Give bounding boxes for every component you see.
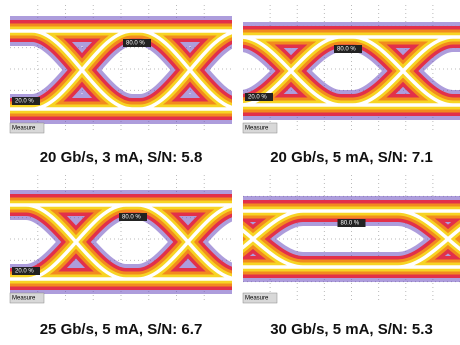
lower-marker: 20.0 %	[15, 269, 34, 275]
measure-label: Measure	[245, 296, 269, 302]
lower-marker: 20.0 %	[248, 95, 267, 101]
eye-panel: 80.0 % Measure	[203, 175, 460, 303]
upper-marker: 80.0 %	[337, 47, 356, 53]
lower-marker: 20.0 %	[15, 99, 34, 105]
caption: 20 Gb/s, 5 mA, S/N: 7.1	[270, 149, 433, 166]
caption: 20 Gb/s, 3 mA, S/N: 5.8	[40, 149, 203, 166]
figure: 80.0 % 20.0 % Measure 20 Gb/s, 3 mA, S/N: 5…	[0, 0, 460, 345]
measure-label: Measure	[245, 126, 269, 132]
measure-label: Measure	[12, 126, 36, 132]
measure-label: Measure	[12, 296, 36, 302]
caption: 30 Gb/s, 5 mA, S/N: 5.3	[270, 321, 433, 338]
upper-marker: 80.0 %	[126, 41, 145, 47]
upper-marker: 80.0 %	[341, 221, 360, 227]
eye-panel: 80.0 % 20.0 % Measure	[0, 175, 242, 303]
eye-panel: 80.0 % 20.0 % Measure	[0, 5, 242, 133]
caption: 25 Gb/s, 5 mA, S/N: 6.7	[40, 321, 203, 338]
eye-panel: 80.0 % 20.0 % Measure	[233, 5, 460, 133]
upper-marker: 80.0 %	[122, 215, 141, 221]
